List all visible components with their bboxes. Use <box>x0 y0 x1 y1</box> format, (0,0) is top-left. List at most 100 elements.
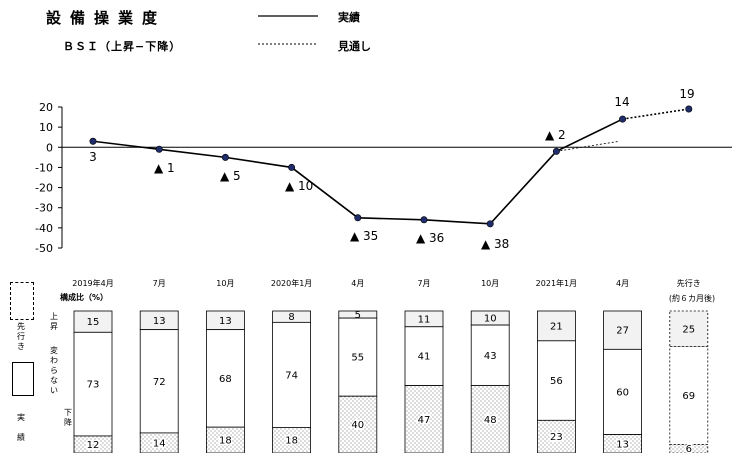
series-point-actual <box>552 147 560 155</box>
data-label: 3 <box>89 150 97 164</box>
series-point-actual <box>420 216 428 224</box>
y-tick-label: -50 <box>35 242 53 255</box>
bar-segment-up-label: 25 <box>682 324 695 335</box>
bar-segment-down <box>404 385 444 453</box>
bar-segment-flat <box>404 326 444 386</box>
key-actual-box <box>12 362 34 396</box>
bar-segment-flat-label: 72 <box>153 377 166 388</box>
y-tick-label: -10 <box>35 161 53 174</box>
bar-segment-flat-label: 68 <box>219 374 232 385</box>
data-label: 19 <box>679 87 694 101</box>
bar-segment-down-label: 13 <box>616 439 629 450</box>
forecast-note: (約６カ月後) <box>668 294 716 303</box>
bar-segment-down <box>338 395 378 453</box>
bar-segment-flat <box>139 329 179 434</box>
data-label: 14 <box>614 95 629 109</box>
y-tick-label: -20 <box>35 182 53 195</box>
period-header: 4月 <box>616 279 629 288</box>
bar-segment-down <box>272 427 312 453</box>
bar-segment-flat <box>470 324 510 386</box>
legend-forecast-label: 見通し <box>338 40 371 53</box>
legend-actual-label: 実績 <box>338 11 360 24</box>
composition-label: 構成比（%） <box>60 293 109 302</box>
period-header: 4月 <box>351 279 364 288</box>
y-tick-label: 10 <box>39 121 53 134</box>
row-label-flat: 変わらない <box>50 346 58 395</box>
bar-segment-up-label: 27 <box>616 326 629 337</box>
chart-subtitle: ＢＳＩ（上昇−下降） <box>63 40 182 53</box>
series-point-actual <box>486 220 494 228</box>
bar-segment-flat <box>537 340 576 421</box>
bar-segment-flat-label: 69 <box>682 391 695 402</box>
data-label: ▲ 36 <box>416 231 444 245</box>
period-header: 10月 <box>216 279 234 288</box>
key-forecast-box <box>10 282 34 320</box>
bar-segment-up <box>537 310 576 342</box>
period-header: 先行き <box>677 278 701 288</box>
series-point-forecast <box>685 105 693 113</box>
bar-segment-up-label: 13 <box>153 316 166 327</box>
bar-segment-down <box>205 426 245 453</box>
bar-segment-down-label: 48 <box>484 415 497 426</box>
bar-segment-down <box>470 385 510 453</box>
bar-segment-down-label: 47 <box>418 415 431 426</box>
bar-segment-flat-label: 74 <box>285 370 298 381</box>
row-label-up: 上昇 <box>50 312 58 331</box>
key-forecast-label: 先行き <box>17 322 25 351</box>
bar-segment-flat-label: 56 <box>550 376 563 387</box>
row-label-down: 下降 <box>64 408 72 427</box>
bar-segment-up-label: 10 <box>484 314 497 325</box>
data-label: ▲ 10 <box>285 179 313 193</box>
bar-segment-flat-label: 73 <box>87 380 100 391</box>
bar-segment-down-label: 40 <box>351 420 364 431</box>
data-label: ▲ 5 <box>220 169 241 183</box>
bar-segment-down <box>603 434 642 453</box>
bar-segment-flat-label: 43 <box>484 351 497 362</box>
key-actual-label: 実績 <box>17 413 25 442</box>
bar-segment-flat-label: 60 <box>616 387 629 398</box>
period-header: 2019年4月 <box>72 278 113 288</box>
bar-segment-flat-label: 55 <box>351 353 364 364</box>
chart-title: 設備操業度 <box>46 9 167 27</box>
bar-segment-down-label: 12 <box>87 440 100 451</box>
data-label: ▲ 38 <box>481 237 509 251</box>
bar-segment-down-label: 6 <box>686 444 692 453</box>
bar-segment-down-label: 18 <box>285 436 298 447</box>
series-line-forecast-prev <box>556 140 620 152</box>
data-label: ▲ 35 <box>350 229 378 243</box>
bar-segment-flat <box>73 331 113 437</box>
bar-segment-up-label: 13 <box>219 316 232 327</box>
bar-segment-down-label: 18 <box>219 436 232 447</box>
y-tick-label: 20 <box>39 101 53 114</box>
bar-segment-up-label: 5 <box>355 310 361 321</box>
period-header: 7月 <box>153 279 166 288</box>
bar-segment-down <box>669 444 709 453</box>
data-label: ▲ 1 <box>154 161 175 175</box>
series-point-actual <box>89 137 97 145</box>
bar-segment-up <box>603 310 642 350</box>
series-line-forecast-next <box>622 108 689 120</box>
bar-segment-down-label: 14 <box>153 438 166 449</box>
bar-segment-flat <box>272 321 312 428</box>
period-header: 2020年1月 <box>271 278 312 288</box>
bar-segment-up-label: 11 <box>418 314 431 325</box>
y-tick-label: -30 <box>35 202 53 215</box>
composition-bars: 2019年4月 15 73 12 7月 13 72 14 10月 13 68 18 2020年1月 8 74… <box>72 278 709 453</box>
series-point-actual <box>221 153 229 161</box>
period-header: 2021年1月 <box>536 278 577 288</box>
series-point-actual <box>619 115 627 123</box>
bar-segment-flat-label: 41 <box>418 352 431 363</box>
bar-segment-up-label: 15 <box>87 317 100 328</box>
series-point-actual <box>288 163 296 171</box>
series-point-actual <box>155 145 163 153</box>
data-label: ▲ 2 <box>545 128 566 142</box>
bar-segment-up-label: 21 <box>550 321 563 332</box>
period-header: 10月 <box>481 279 499 288</box>
series-point-actual <box>354 214 362 222</box>
bar-segment-flat <box>205 329 245 428</box>
line-chart: 20 10 0 -10 -20 -30 -40 -50 3 ▲ 1 ▲ 5 ▲ 10 ▲ 35 ▲ 36 ▲… <box>35 87 732 255</box>
bar-segment-down-label: 23 <box>550 432 563 443</box>
bar-segment-flat <box>603 348 642 435</box>
y-tick-label: -40 <box>35 222 53 235</box>
